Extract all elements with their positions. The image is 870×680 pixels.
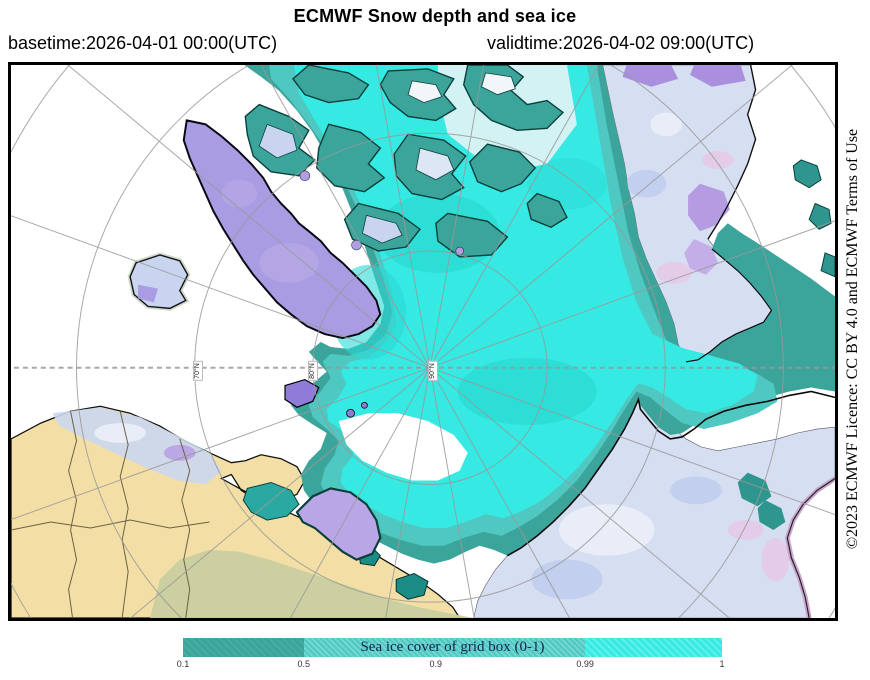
siberia-coastline — [506, 390, 835, 557]
greenland — [182, 119, 382, 340]
legend-tick: 0.9 — [429, 659, 443, 669]
copyright-text: ©2023 ECMWF Licence: CC BY 4.0 and ECMWF… — [844, 128, 861, 549]
canadian-arctic-archipelago — [244, 65, 568, 258]
validtime-label: validtime:2026-04-02 09:00(UTC) — [487, 33, 755, 53]
legend-tick: 0.5 — [297, 659, 310, 669]
legend-tick: 0.1 — [176, 659, 190, 669]
graticule — [11, 65, 835, 618]
legend-tick: 0.99 — [576, 659, 594, 669]
legend: Sea ice cover of grid box (0-1) 0.1 0.5 … — [177, 638, 725, 676]
legend-segment-high — [585, 638, 722, 657]
svalbard — [284, 378, 368, 418]
meridians — [11, 65, 835, 618]
iceland — [127, 252, 191, 311]
legend-segment-mid — [303, 638, 586, 657]
page-title: ECMWF Snow depth and sea ice — [293, 6, 577, 26]
latitude-label-80n: 80°N — [308, 361, 318, 381]
arctic-map: 70°N 80°N 90°N — [8, 62, 838, 621]
land-alaska — [602, 65, 772, 363]
bering-islets — [792, 159, 835, 278]
arctic-map-canvas — [11, 65, 835, 618]
barents-open-water — [338, 413, 468, 481]
legend-segment-low — [183, 638, 304, 657]
legend-tick: 1 — [719, 659, 725, 669]
alaska-coastline — [685, 248, 773, 363]
legend-title: Sea ice cover of grid box (0-1) — [360, 639, 545, 655]
copyright-sidebar: ©2023 ECMWF Licence: CC BY 4.0 and ECMWF… — [842, 62, 864, 615]
latitude-label-90n: 90°N — [428, 361, 438, 381]
land-scandinavia-russia — [11, 405, 474, 618]
legend-colorbar — [183, 638, 722, 657]
novaya-zemlya — [295, 487, 382, 561]
land-siberia — [473, 398, 835, 618]
legend-ticks: 0.1 0.5 0.9 0.99 1 — [177, 659, 725, 671]
basetime-label: basetime:2026-04-01 00:00(UTC) — [8, 33, 278, 53]
latitude-label-70n: 70°N — [193, 361, 203, 381]
